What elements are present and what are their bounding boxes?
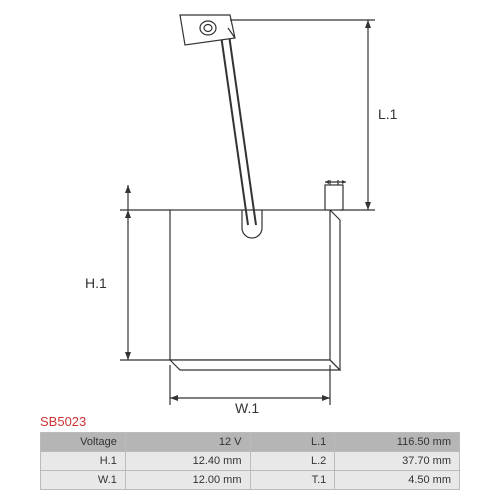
cell-value: 116.50 mm xyxy=(335,433,460,452)
table-row: Voltage 12 V L.1 116.50 mm xyxy=(41,433,460,452)
cell-label: Voltage xyxy=(41,433,126,452)
cell-label: L.1 xyxy=(250,433,335,452)
cell-value: 12 V xyxy=(125,433,250,452)
dim-label-l1: L.1 xyxy=(378,106,397,122)
spec-table: Voltage 12 V L.1 116.50 mm H.1 12.40 mm … xyxy=(40,432,460,490)
dim-label-h1: H.1 xyxy=(85,275,107,291)
drawing-svg xyxy=(30,10,470,410)
table-row: W.1 12.00 mm T.1 4.50 mm xyxy=(41,471,460,490)
cell-label: H.1 xyxy=(41,452,126,471)
table-row: H.1 12.40 mm L.2 37.70 mm xyxy=(41,452,460,471)
cell-label: T.1 xyxy=(250,471,335,490)
cell-value: 4.50 mm xyxy=(335,471,460,490)
cell-value: 12.00 mm xyxy=(125,471,250,490)
cell-value: 37.70 mm xyxy=(335,452,460,471)
cell-label: W.1 xyxy=(41,471,126,490)
cell-value: 12.40 mm xyxy=(125,452,250,471)
cell-label: L.2 xyxy=(250,452,335,471)
part-code: SB5023 xyxy=(40,414,86,429)
dim-label-w1: W.1 xyxy=(235,400,259,416)
technical-drawing: L.1 H.1 W.1 xyxy=(30,10,470,410)
